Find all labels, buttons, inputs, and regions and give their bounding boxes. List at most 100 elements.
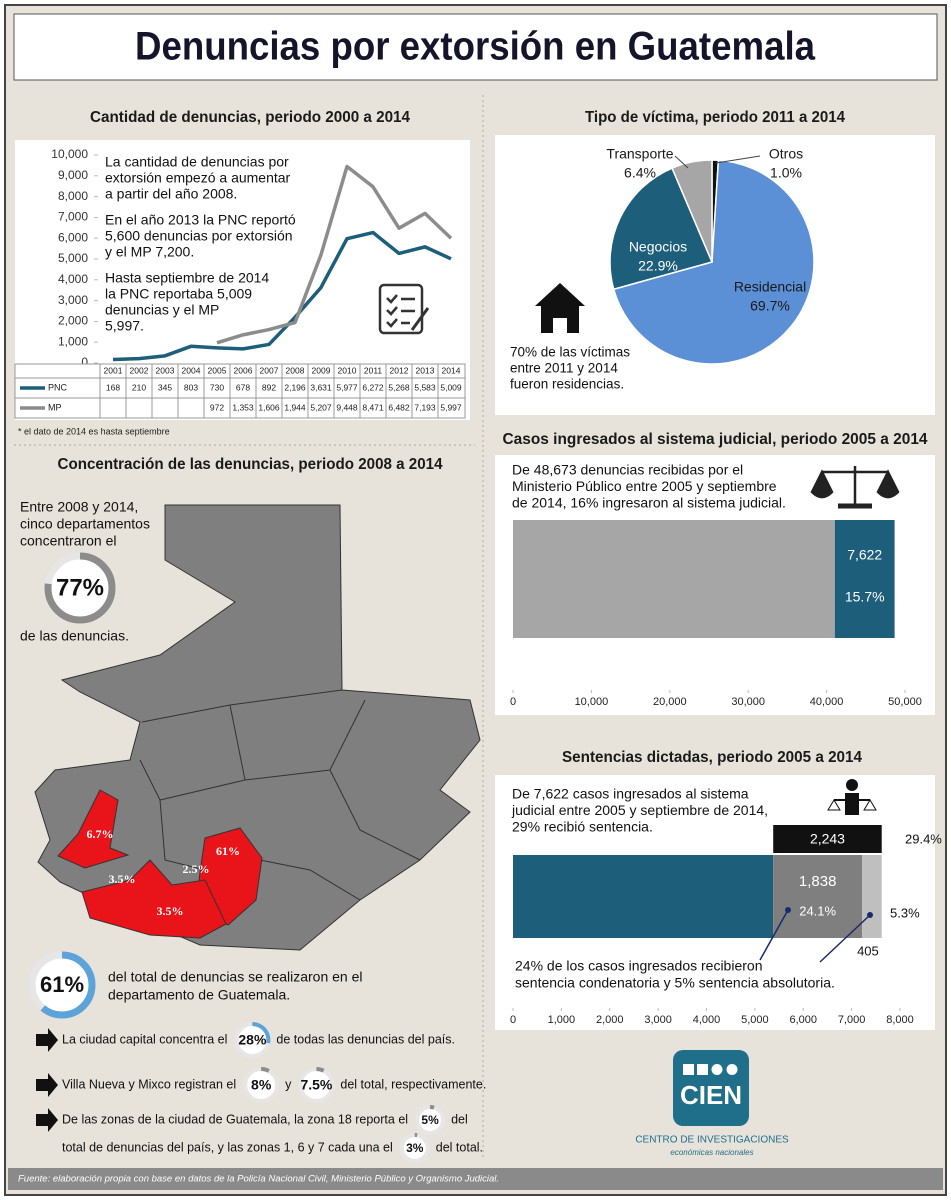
x-tick-label: 4,000 [693, 1014, 721, 1026]
table-value: 5,583 [414, 382, 436, 392]
x-tick-label: 5,000 [741, 1014, 769, 1026]
pie-label: Transporte [606, 146, 673, 162]
leader [715, 155, 761, 164]
y-tick-label: 0 [81, 355, 88, 369]
ring-arc [44, 552, 116, 624]
text-line: 29% recibió sentencia. [512, 819, 653, 835]
text-line: 5,997. [105, 318, 144, 334]
pie-slice [612, 159, 815, 365]
pie-slice [609, 167, 714, 291]
text-line: a partir del año 2008. [105, 186, 237, 202]
table-value: 7,193 [414, 402, 436, 412]
leader [819, 914, 871, 963]
pie-slice [671, 159, 713, 263]
section-title: Tipo de víctima, periodo 2011 a 2014 [585, 109, 845, 126]
house-icon [535, 283, 585, 333]
x-tick-label: 2,000 [596, 1014, 624, 1026]
y-tick-label: 5,000 [58, 251, 88, 265]
pie-value: 22.9% [638, 258, 678, 274]
text-line: cinco departamentos [20, 516, 150, 532]
logo-name: CIEN [680, 1080, 742, 1110]
bar-segment [513, 520, 835, 638]
ring-label: 5% [421, 1113, 439, 1127]
x-tick-label: 2003 [156, 365, 175, 375]
ring-label: 61% [40, 972, 84, 997]
x-tick-label: 2001 [104, 365, 123, 375]
x-tick-label: 2012 [390, 365, 409, 375]
y-tick-label: 2,000 [58, 314, 88, 328]
fact-text: Villa Nueva y Mixco registran el [62, 1077, 236, 1091]
x-tick-label: 2011 [364, 365, 383, 375]
x-tick-label: 2007 [260, 365, 279, 375]
x-tick-label: 20,000 [653, 696, 687, 708]
x-tick-label: 2002 [130, 365, 149, 375]
series-line [112, 230, 452, 362]
x-tick-label: 10,000 [575, 696, 609, 708]
ring-label: 77% [56, 574, 104, 601]
table-value: 678 [236, 382, 250, 392]
x-tick-label: 2013 [416, 365, 435, 375]
text-line: 5,600 denuncias por extorsión [105, 228, 293, 244]
x-tick-label: 0 [510, 696, 516, 708]
text-line: extorsión empezó a aumentar [105, 170, 291, 186]
fact-text: de todas las denuncias del país. [276, 1032, 455, 1046]
table-value: 6,482 [388, 402, 410, 412]
ring-arc [243, 1067, 280, 1103]
table [14, 363, 466, 419]
section-title: Sentencias dictadas, periodo 2005 a 2014 [562, 749, 862, 766]
x-tick-label: 2014 [442, 365, 461, 375]
table-value: 5,977 [336, 382, 358, 392]
table-value: 1,606 [258, 402, 280, 412]
table-value: 345 [158, 382, 172, 392]
fact-text: La ciudad capital concentra el [62, 1032, 227, 1046]
bar-segment [773, 855, 863, 938]
ring-arc [234, 1022, 271, 1058]
bullet-arrows [36, 1028, 58, 1132]
section-title: Casos ingresados al sistema judicial, pe… [503, 431, 928, 448]
table-value: 5,009 [440, 382, 462, 392]
y-tick-label: 7,000 [58, 210, 88, 224]
x-tick-label: 8,000 [886, 1014, 914, 1026]
y-tick-label: 6,000 [58, 230, 88, 244]
outro: de las denuncias. [20, 628, 129, 644]
y-tick-label: 9,000 [58, 168, 88, 182]
table-value: 892 [262, 382, 276, 392]
series-line [216, 164, 453, 345]
x-tick-label: 3,000 [644, 1014, 672, 1026]
clipboard-icon [378, 283, 430, 335]
fact-text: del total, respectivamente. [340, 1077, 486, 1091]
fact-text: y [285, 1077, 292, 1091]
table-value: 972 [210, 402, 224, 412]
bar-value: 1,838 [799, 873, 837, 890]
ring-arc [415, 1105, 446, 1135]
section-title: Concentración de las denuncias, periodo … [58, 456, 443, 473]
main-title: Denuncias por extorsión en Guatemala [135, 25, 816, 69]
logo-mark [683, 1064, 738, 1075]
fact-text: total de denuncias del país, y las zonas… [62, 1140, 393, 1154]
pie-label: Otros [769, 146, 803, 162]
map-label: 3.5% [109, 872, 136, 886]
x-tick-label: 50,000 [888, 696, 922, 708]
table-value: 803 [184, 382, 198, 392]
ring-label: 8% [251, 1077, 272, 1093]
text-line: denuncias y el MP [105, 302, 219, 318]
text-line: entre 2011 y 2014 [510, 361, 618, 376]
x-tick-label: 6,000 [789, 1014, 817, 1026]
text-line: 70% de las víctimas [510, 345, 630, 360]
table-value: 210 [132, 382, 146, 392]
text-line: Ministerio Público entre 2005 y septiemb… [512, 478, 777, 494]
text-line: fueron residencias. [510, 377, 624, 392]
scales-icon [810, 466, 900, 509]
table-value: 168 [106, 382, 120, 392]
text-line: Hasta septiembre de 2014 [105, 270, 269, 286]
bar-segment [773, 825, 882, 853]
leader [759, 909, 789, 961]
text-line: De 7,622 casos ingresados al sistema [512, 786, 749, 802]
table-value: 5,207 [310, 402, 332, 412]
logo-line: económicas nacionales [670, 1148, 753, 1157]
ring-arc [298, 1067, 335, 1103]
leader-dot [867, 912, 873, 918]
x-tick-label: 2006 [234, 365, 253, 375]
y-tick-label: 1,000 [58, 334, 88, 348]
